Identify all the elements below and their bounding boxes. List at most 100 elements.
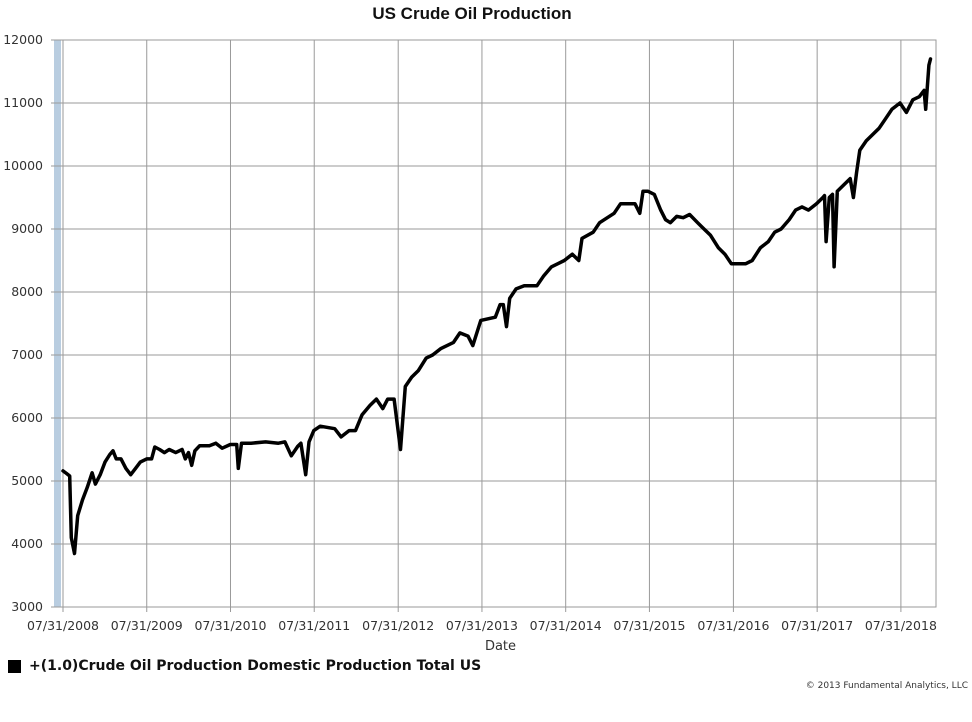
data-point bbox=[235, 443, 238, 446]
data-point bbox=[638, 212, 641, 215]
data-point bbox=[277, 442, 280, 445]
y-tick-label: 5000 bbox=[11, 473, 43, 488]
x-tick-label: 07/31/2015 bbox=[613, 618, 685, 633]
data-point bbox=[299, 442, 303, 445]
data-point bbox=[730, 262, 733, 265]
y-tick-label: 4000 bbox=[11, 536, 43, 551]
data-point bbox=[187, 451, 190, 454]
data-point bbox=[368, 404, 372, 407]
data-point bbox=[890, 108, 894, 111]
data-point bbox=[580, 237, 584, 240]
data-point bbox=[347, 429, 351, 432]
data-point bbox=[103, 460, 107, 464]
data-point bbox=[111, 449, 115, 452]
data-point bbox=[119, 457, 123, 461]
data-point bbox=[773, 231, 776, 234]
data-point bbox=[529, 284, 532, 287]
data-point bbox=[214, 442, 217, 445]
data-point bbox=[90, 471, 94, 474]
x-tick-label: 07/31/2013 bbox=[446, 618, 518, 633]
data-point bbox=[471, 344, 474, 347]
data-point bbox=[542, 275, 545, 278]
data-point bbox=[108, 453, 112, 456]
data-point bbox=[836, 190, 839, 193]
data-point bbox=[633, 202, 637, 205]
chart-title: US Crude Oil Production bbox=[372, 4, 571, 23]
data-point bbox=[392, 397, 396, 401]
y-tick-label: 8000 bbox=[11, 284, 43, 299]
data-point bbox=[842, 183, 845, 187]
data-point bbox=[759, 246, 762, 250]
data-point bbox=[855, 171, 858, 174]
data-point bbox=[508, 297, 511, 300]
x-tick-label: 07/31/2018 bbox=[865, 618, 937, 633]
data-point bbox=[99, 473, 102, 476]
y-tick-label: 9000 bbox=[11, 221, 43, 236]
x-tick-label: 07/31/2016 bbox=[697, 618, 769, 633]
data-point bbox=[290, 454, 293, 457]
data-point bbox=[865, 139, 868, 142]
data-point bbox=[94, 482, 97, 486]
data-point bbox=[824, 240, 828, 243]
data-point bbox=[296, 445, 299, 448]
data-point bbox=[924, 108, 927, 111]
data-point bbox=[556, 262, 560, 265]
data-point bbox=[929, 57, 932, 61]
data-point bbox=[264, 440, 267, 444]
data-point bbox=[898, 101, 902, 105]
data-point bbox=[168, 448, 171, 451]
data-point bbox=[682, 216, 685, 219]
data-point bbox=[905, 111, 908, 114]
data-point bbox=[821, 196, 825, 199]
data-point bbox=[399, 448, 402, 451]
data-point bbox=[479, 319, 482, 322]
data-point bbox=[466, 334, 470, 338]
data-point bbox=[751, 259, 754, 262]
data-point bbox=[571, 253, 574, 256]
y-tick-label: 3000 bbox=[11, 599, 43, 614]
data-point bbox=[918, 95, 921, 98]
data-point bbox=[592, 231, 595, 234]
y-tick-label: 6000 bbox=[11, 410, 43, 425]
data-point bbox=[458, 331, 462, 335]
data-point bbox=[452, 341, 455, 344]
data-point bbox=[852, 196, 855, 199]
x-tick-label: 07/31/2017 bbox=[781, 618, 853, 633]
data-point bbox=[669, 221, 672, 224]
data-point bbox=[65, 472, 68, 475]
legend: +(1.0)Crude Oil Production Domestic Prod… bbox=[8, 658, 481, 674]
data-point bbox=[807, 208, 810, 212]
copyright-text: © 2013 Fundamental Analytics, LLC bbox=[805, 681, 968, 691]
data-point bbox=[229, 443, 232, 446]
data-point bbox=[73, 552, 76, 555]
x-tick-label: 07/31/2012 bbox=[362, 618, 434, 633]
data-point bbox=[410, 375, 413, 379]
data-point bbox=[240, 442, 243, 445]
y-tick-label: 12000 bbox=[3, 32, 43, 47]
y-tick-label: 7000 bbox=[11, 347, 43, 362]
plot-left-strip bbox=[54, 40, 61, 607]
x-tick-label: 07/31/2010 bbox=[194, 618, 266, 633]
data-point bbox=[911, 98, 914, 102]
data-point bbox=[641, 190, 645, 193]
data-point bbox=[381, 407, 384, 410]
data-point bbox=[86, 486, 89, 489]
data-point bbox=[163, 451, 166, 454]
x-tick-label: 07/31/2014 bbox=[530, 618, 602, 633]
data-point bbox=[794, 208, 797, 212]
data-point bbox=[831, 193, 834, 196]
data-point bbox=[563, 259, 566, 262]
x-tick-label: 07/31/2008 bbox=[27, 618, 99, 633]
data-point bbox=[139, 460, 142, 464]
plot-area bbox=[62, 39, 937, 608]
data-point bbox=[180, 448, 184, 451]
data-point bbox=[832, 265, 836, 268]
data-point bbox=[664, 218, 667, 221]
data-point bbox=[431, 353, 434, 357]
data-point bbox=[312, 429, 315, 432]
data-point bbox=[208, 444, 211, 447]
data-point bbox=[598, 221, 601, 224]
data-point bbox=[354, 429, 357, 432]
data-point bbox=[221, 447, 224, 450]
data-point bbox=[158, 448, 161, 451]
